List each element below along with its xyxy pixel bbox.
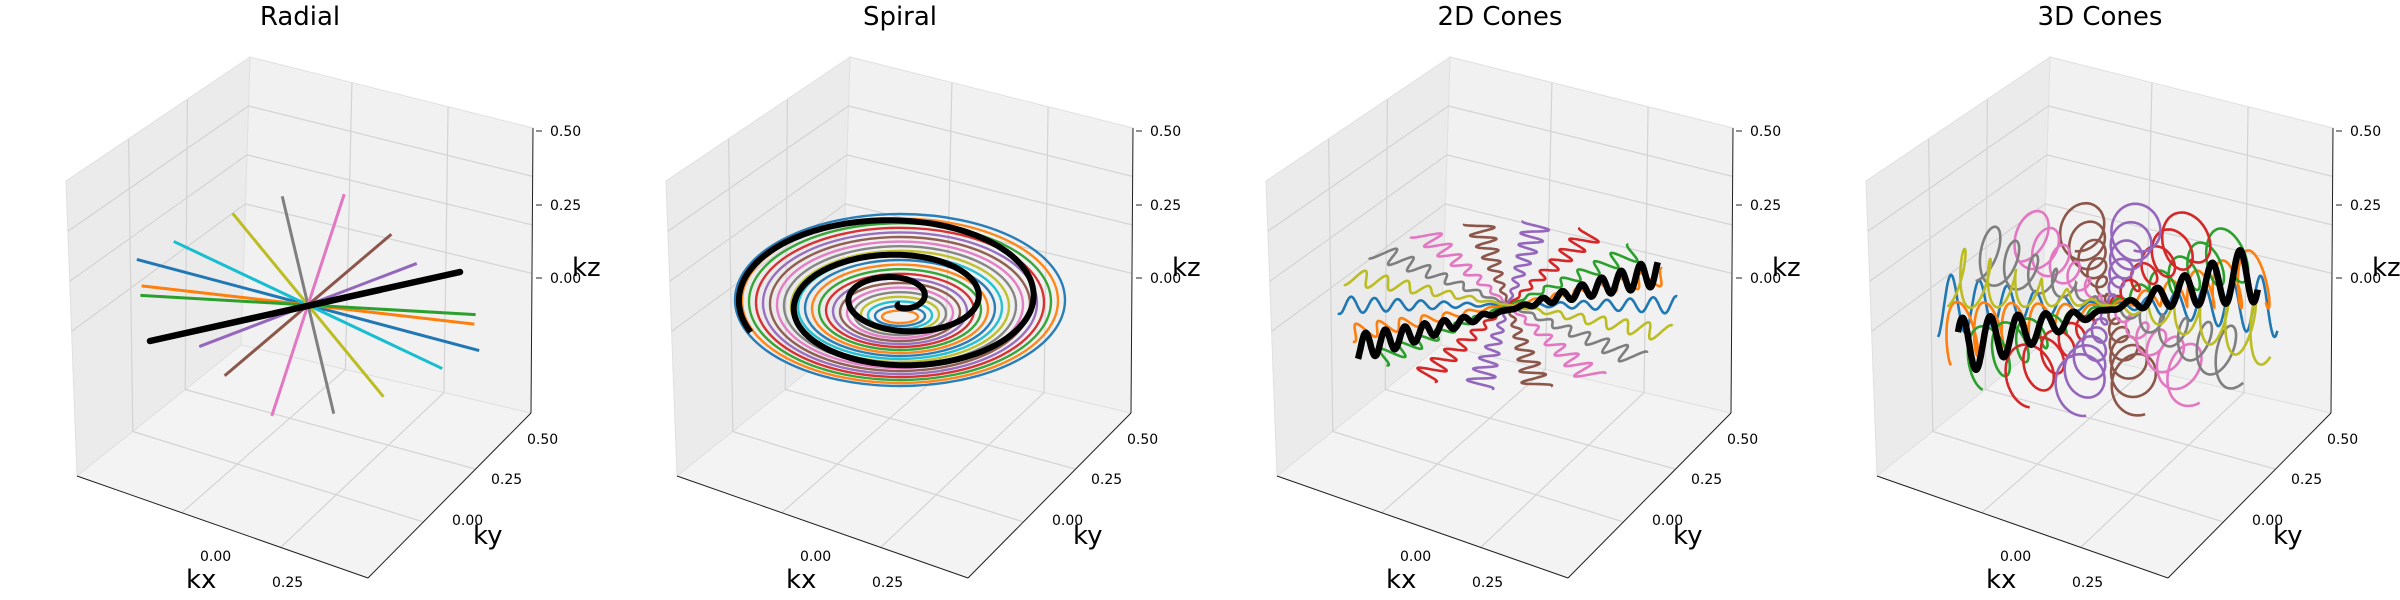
grid-lines — [1267, 82, 1733, 548]
x-tick-label: 0.25 — [872, 575, 903, 591]
x-tick-label: 0.00 — [800, 549, 831, 565]
highlight-trajectory — [1354, 260, 1661, 361]
trajectories — [733, 212, 1067, 388]
x-axis-label: kx — [1986, 565, 2016, 595]
y-axis-label: ky — [473, 521, 503, 551]
panel-title: 2D Cones — [1438, 2, 1563, 32]
y-tick-label: 0.50 — [1127, 432, 1158, 448]
z-axis-label: kz — [1772, 253, 1801, 283]
trajectory-line — [1343, 269, 1674, 341]
y-axis-label: ky — [1673, 521, 1703, 551]
panel-title: Spiral — [863, 2, 937, 32]
z-tick-label: 0.25 — [550, 198, 581, 214]
z-axis-label: kz — [1172, 253, 1201, 283]
y-tick-label: 0.25 — [1091, 472, 1122, 488]
panel-spiral: Spiral 0.50 0.25 0.00 0.50 0.25 0.00 0.00 0.25 kz… — [665, 2, 1201, 595]
x-axis-label: kx — [1386, 565, 1416, 595]
trajectory-line — [817, 268, 983, 352]
x-tick-label: 0.00 — [1400, 549, 1431, 565]
y-axis-label: ky — [2273, 521, 2303, 551]
trajectories — [1337, 219, 1678, 391]
grid-lines — [667, 82, 1133, 548]
z-tick-label: 0.00 — [1750, 271, 1781, 287]
highlight-trajectory — [735, 217, 1037, 369]
axis-panes — [665, 56, 1134, 579]
x-tick-label: 0.25 — [2072, 575, 2103, 591]
z-tick-label: 0.25 — [2350, 198, 2381, 214]
trajectories — [1936, 201, 2279, 418]
x-tick-label: 0.25 — [272, 575, 303, 591]
trajectory-line — [761, 231, 1039, 376]
highlight-trajectory — [1954, 246, 2261, 374]
y-tick-label: 0.00 — [2252, 513, 2283, 529]
tick-labels: 0.50 0.25 0.00 0.50 0.25 0.00 0.00 0.25 — [800, 124, 1181, 591]
axis-panes — [1265, 56, 1734, 579]
trajectories — [136, 193, 480, 417]
trajectory-line — [803, 258, 997, 358]
x-axis-label: kx — [186, 565, 216, 595]
trajectory-line — [733, 212, 1067, 388]
z-tick-label: 0.00 — [550, 271, 581, 287]
y-tick-label: 0.50 — [527, 432, 558, 448]
z-tick-label: 0.00 — [1150, 271, 1181, 287]
y-tick-label: 0.25 — [491, 472, 522, 488]
trajectory-line — [754, 226, 1046, 379]
y-tick-label: 0.50 — [2327, 432, 2358, 448]
panel-title: 3D Cones — [2038, 2, 2163, 32]
z-tick-label: 0.25 — [1750, 198, 1781, 214]
y-tick-label: 0.25 — [2291, 472, 2322, 488]
z-axis-label: kz — [2372, 253, 2400, 283]
y-tick-label: 0.00 — [452, 513, 483, 529]
tick-labels: 0.50 0.25 0.00 0.50 0.25 0.00 0.00 0.25 — [2000, 124, 2381, 591]
z-axis-label: kz — [572, 253, 601, 283]
tick-labels: 0.50 0.25 0.00 0.50 0.25 0.00 0.00 0.25 — [200, 124, 581, 591]
trajectory-line — [1946, 247, 2272, 366]
z-tick-label: 0.00 — [2350, 271, 2381, 287]
x-axis-label: kx — [786, 565, 816, 595]
trajectory-line — [845, 286, 955, 340]
x-tick-label: 0.25 — [1472, 575, 1503, 591]
x-tick-label: 0.00 — [2000, 549, 2031, 565]
y-tick-label: 0.50 — [1727, 432, 1758, 448]
axis-edges — [1276, 127, 1734, 579]
y-tick-label: 0.00 — [1052, 513, 1083, 529]
y-tick-label: 0.00 — [1652, 513, 1683, 529]
highlight-trajectory — [146, 268, 464, 345]
axis-edges — [1876, 127, 2334, 579]
z-tick-label: 0.50 — [1150, 124, 1181, 140]
trajectory-line — [810, 263, 990, 355]
axis-panes — [65, 56, 534, 579]
axis-edges — [76, 127, 534, 579]
z-tick-label: 0.50 — [550, 124, 581, 140]
panel-cones2d: 2D Cones 0.50 0.25 0.00 0.50 0.25 0.00 0.00 0.25… — [1265, 2, 1801, 595]
x-tick-label: 0.00 — [200, 549, 231, 565]
y-tick-label: 0.25 — [1691, 472, 1722, 488]
grid-lines — [67, 82, 533, 548]
z-tick-label: 0.50 — [2350, 124, 2381, 140]
z-tick-label: 0.25 — [1150, 198, 1181, 214]
y-axis-label: ky — [1073, 521, 1103, 551]
z-tick-label: 0.50 — [1750, 124, 1781, 140]
tick-labels: 0.50 0.25 0.00 0.50 0.25 0.00 0.00 0.25 — [1400, 124, 1781, 591]
grid-lines — [1867, 82, 2333, 548]
panel-title: Radial — [260, 2, 340, 32]
panel-radial: Radial 0.50 0.25 0.00 0.50 0.25 0.00 0.00 0.25 kz… — [65, 2, 601, 595]
axis-edges — [676, 127, 1134, 579]
trajectory-line — [838, 281, 962, 343]
panel-cones3d: 3D Cones 0.50 0.25 0.00 0.50 0.25 0.00 0.00 0.25… — [1865, 2, 2400, 595]
